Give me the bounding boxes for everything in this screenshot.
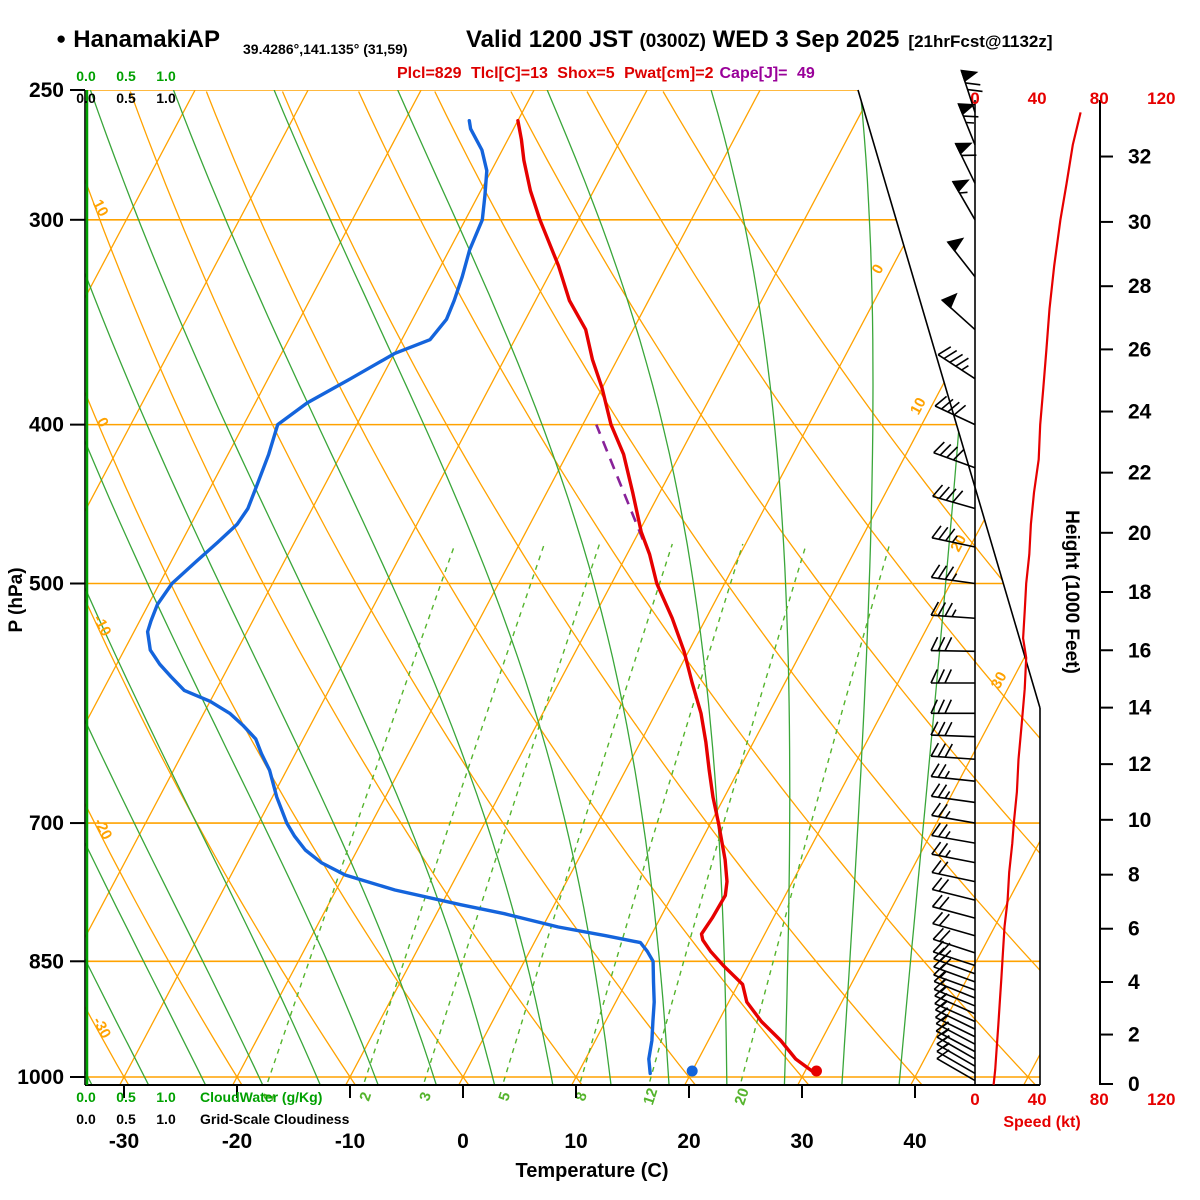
scale-value: 0.5 <box>116 1089 136 1105</box>
station-coordinates: 39.4286°,141.135° (31,59) <box>243 41 408 57</box>
pressure-tick-label: 300 <box>29 209 64 232</box>
pressure-tick-label: 500 <box>29 573 64 596</box>
surface-dewpoint-dot <box>686 1065 698 1077</box>
height-tick-label: 20 <box>1128 522 1151 545</box>
height-tick-label: 22 <box>1128 462 1151 485</box>
skewt-grid <box>85 90 1040 1085</box>
params-cape: Cape[J]= 49 <box>719 65 815 82</box>
temperature-tick-label: 0 <box>457 1130 469 1153</box>
isotherm-label: 10 <box>907 395 930 418</box>
mixing-ratio-label: 12 <box>640 1086 661 1107</box>
height-tick-label: 18 <box>1128 581 1152 604</box>
speed-tick-label: 0 <box>970 89 979 108</box>
height-tick-label: 26 <box>1128 338 1151 361</box>
cloudiness-label: Grid-Scale Cloudiness <box>200 1111 350 1127</box>
height-tick-label: 10 <box>1128 809 1151 832</box>
speed-tick-label: 120 <box>1147 1090 1175 1109</box>
isotherm-label: 30 <box>988 669 1011 692</box>
stability-parameters: Plcl=829 Tlcl[C]=13 Shox=5 Pwat[cm]=2 Cap… <box>397 65 815 83</box>
valid-zulu: (0300Z) <box>639 31 706 52</box>
dry-adiabat-label: 10 <box>89 197 112 220</box>
speed-tick-label: 80 <box>1090 1090 1109 1109</box>
scale-value: 1.0 <box>156 68 176 84</box>
height-tick-label: 4 <box>1128 971 1140 994</box>
pressure-tick-label: 250 <box>29 79 64 102</box>
temperature-tick-label: 10 <box>564 1130 587 1153</box>
scale-value: 0.0 <box>76 68 96 84</box>
height-tick-label: 8 <box>1128 864 1140 887</box>
scale-value: 1.0 <box>156 90 176 106</box>
dry-adiabat-label: -30 <box>89 1014 114 1041</box>
pressure-axis-title: P (hPa) <box>6 567 27 632</box>
station-name: HanamakiAP <box>73 26 221 53</box>
pressure-tick-label: 850 <box>29 950 64 973</box>
dry-adiabat-label: -20 <box>90 815 115 842</box>
scale-value: 0.5 <box>116 90 136 106</box>
height-tick-label: 0 <box>1128 1073 1140 1096</box>
mixing-ratio-label: 20 <box>731 1086 752 1107</box>
wind-speed-profile <box>992 112 1082 1085</box>
mixing-ratio-label: 8 <box>572 1090 591 1103</box>
scale-value: 0.0 <box>76 1111 96 1127</box>
cloudiness-scale-top: 0.0 0.5 1.0 <box>66 90 186 106</box>
scale-value: 0.0 <box>76 1089 96 1105</box>
speed-tick-label: 120 <box>1147 89 1175 108</box>
parcel-path <box>595 424 645 540</box>
height-axis-title: Height (1000 Feet) <box>1061 510 1082 674</box>
dewpoint-curve <box>145 118 656 1076</box>
wind-barbs <box>930 69 983 1082</box>
height-tick-label: 12 <box>1128 753 1151 776</box>
height-tick-label: 24 <box>1128 401 1152 424</box>
cloudwater-label: CloudWater (g/Kg) <box>200 1089 323 1105</box>
scale-value: 0.5 <box>116 1111 136 1127</box>
speed-tick-label: 0 <box>970 1090 979 1109</box>
valid-time: Valid 1200 JST <box>466 26 633 53</box>
speed-tick-label: 80 <box>1090 89 1109 108</box>
temperature-tick-label: -20 <box>222 1130 252 1153</box>
height-tick-label: 28 <box>1128 275 1152 298</box>
station-title: ● HanamakiAP <box>56 26 220 54</box>
speed-tick-label: 40 <box>1028 1090 1047 1109</box>
speed-axis-title: Speed (kt) <box>1003 1114 1080 1131</box>
height-tick-label: 14 <box>1128 697 1152 720</box>
height-tick-label: 32 <box>1128 146 1151 169</box>
speed-tick-label: 40 <box>1028 89 1047 108</box>
surface-temperature-dot <box>810 1065 822 1077</box>
temperature-tick-label: 40 <box>903 1130 926 1153</box>
temperature-axis-title: Temperature (C) <box>516 1160 669 1182</box>
forecast-tag: [21hrFcst@1132z] <box>908 32 1053 51</box>
temperature-tick-label: 20 <box>677 1130 700 1153</box>
station-bullet-icon: ● <box>56 29 67 48</box>
height-tick-label: 16 <box>1128 639 1151 662</box>
scale-value: 0.0 <box>76 90 96 106</box>
params-main: Plcl=829 Tlcl[C]=13 Shox=5 Pwat[cm]=2 <box>397 65 714 82</box>
cloudwater-scale-top: 0.0 0.5 1.0 <box>66 68 186 84</box>
valid-time-block: Valid 1200 JST (0300Z) WED 3 Sep 2025 [21… <box>466 26 1053 54</box>
temperature-tick-label: -10 <box>335 1130 365 1153</box>
height-tick-label: 30 <box>1128 211 1151 234</box>
cloudiness-legend: 0.0 0.5 1.0 Grid-Scale Cloudiness <box>66 1111 349 1127</box>
temperature-tick-label: -30 <box>109 1130 139 1153</box>
scale-value: 1.0 <box>156 1089 176 1105</box>
scale-value: 1.0 <box>156 1111 176 1127</box>
pressure-tick-label: 1000 <box>17 1066 64 1089</box>
pressure-tick-label: 400 <box>29 414 64 437</box>
mixing-ratio-label: 2 <box>356 1090 375 1103</box>
mixing-ratio-label: 3 <box>416 1090 435 1103</box>
height-tick-label: 2 <box>1128 1024 1140 1047</box>
mixing-ratio-label: 5 <box>495 1090 514 1103</box>
valid-date: WED 3 Sep 2025 <box>712 26 900 53</box>
cloudwater-legend: 0.0 0.5 1.0 CloudWater (g/Kg) <box>66 1089 322 1105</box>
temperature-tick-label: 30 <box>790 1130 813 1153</box>
height-tick-label: 6 <box>1128 918 1140 941</box>
pressure-tick-label: 700 <box>29 812 64 835</box>
scale-value: 0.5 <box>116 68 136 84</box>
temperature-curve <box>516 118 817 1076</box>
